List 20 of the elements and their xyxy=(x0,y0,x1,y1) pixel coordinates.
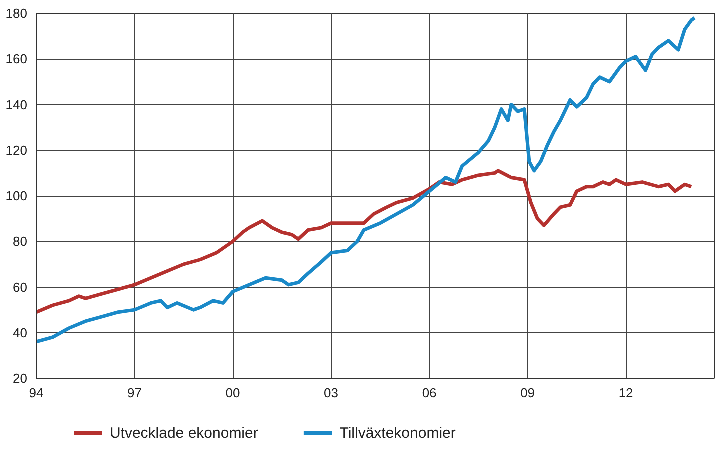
x-tick-label: 12 xyxy=(618,386,634,400)
y-tick-label: 100 xyxy=(6,188,28,204)
y-tick-label: 40 xyxy=(13,325,28,340)
legend-label: Tillväxtekonomier xyxy=(340,425,456,442)
legend-label: Utvecklade ekonomier xyxy=(110,425,258,442)
line-series xyxy=(36,169,694,314)
y-tick-label: 120 xyxy=(6,142,28,158)
y-tick-label: 180 xyxy=(6,6,28,21)
y-tick-label: 140 xyxy=(6,97,28,112)
y-tick-label: 60 xyxy=(13,280,28,295)
x-tick-label: 97 xyxy=(128,386,142,400)
y-tick-label: 80 xyxy=(13,234,28,250)
x-tick-label: 03 xyxy=(324,386,339,400)
x-tick-label: 94 xyxy=(29,386,44,400)
x-tick-label: 06 xyxy=(422,386,437,400)
x-tick-label: 00 xyxy=(226,386,240,400)
y-tick-label: 160 xyxy=(6,52,28,67)
line-series xyxy=(36,16,697,344)
y-tick-label: 20 xyxy=(13,371,28,386)
x-tick-label: 09 xyxy=(520,386,536,400)
